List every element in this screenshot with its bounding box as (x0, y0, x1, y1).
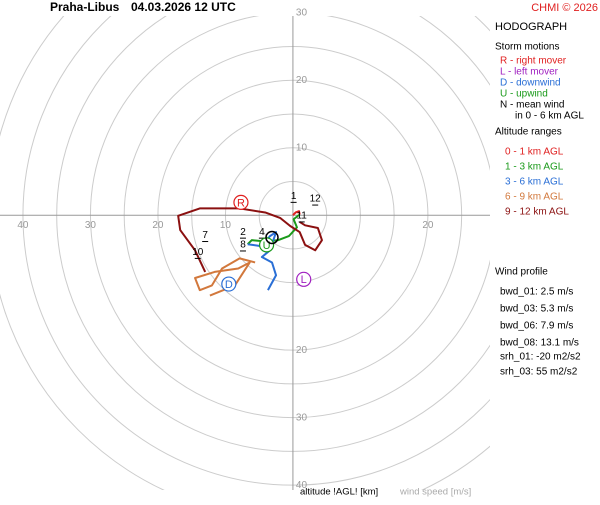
x-tick-label: 40 (17, 220, 29, 231)
wind-profile-title: Wind profile (495, 267, 548, 278)
legend-entry: 1 - 3 km AGL (505, 162, 564, 173)
height-label: 10 (192, 247, 204, 258)
mean-wind (265, 230, 279, 245)
storm-letter: U (263, 240, 271, 252)
height-label: 4 (259, 227, 265, 238)
x-axis-label: altitude !AGL! [km] (300, 487, 378, 498)
helicity: srh_03: 55 m2/s2 (500, 367, 578, 378)
altitude-title: Altitude ranges (495, 127, 562, 138)
y-tick-label: 40 (296, 480, 308, 491)
wind-profile: bwd_08: 13.1 m/s (500, 338, 579, 349)
height-label: 7 (202, 230, 208, 241)
storm-legend: D - downwind (500, 78, 561, 89)
copyright: CHMI © 2026 (531, 2, 598, 14)
storm-letter: R (237, 197, 245, 209)
trace (292, 210, 301, 216)
height-label: 12 (310, 194, 322, 205)
trace (177, 207, 323, 273)
panel-title: HODOGRAPH (495, 21, 567, 33)
storm-title: Storm motions (495, 42, 559, 53)
storm-legend: L - left mover (500, 67, 559, 78)
storm-legend: R - right mover (500, 56, 567, 67)
x-tick-label: 10 (220, 220, 232, 231)
x-tick-label: 20 (152, 220, 164, 231)
trace (246, 213, 301, 245)
storm-letter: D (225, 279, 233, 291)
wind-profile: bwd_01: 2.5 m/s (500, 287, 573, 298)
height-label: 8 (240, 240, 246, 251)
mean-wind-legend: in 0 - 6 km AGL (515, 111, 584, 122)
x-tick-label: 30 (85, 220, 97, 231)
y-tick-label: 10 (296, 142, 308, 153)
storm-motion (296, 271, 312, 287)
height-label: 2 (240, 227, 246, 238)
station: Praha-Libus (50, 0, 120, 14)
storm-motion (221, 276, 237, 292)
legend-entry: 9 - 12 km AGL (505, 207, 569, 218)
wind-profile: bwd_03: 5.3 m/s (500, 304, 573, 315)
wind-label: wind speed [m/s] (399, 487, 471, 498)
helicity: srh_01: -20 m2/s2 (500, 352, 581, 363)
trace (194, 257, 256, 297)
y-tick-label: 30 (296, 7, 308, 18)
y-tick-label: 30 (296, 412, 308, 423)
height-label: 11 (296, 211, 307, 222)
y-tick-label: 20 (296, 75, 308, 86)
x-tick-label: 20 (422, 220, 434, 231)
storm-motion (233, 194, 249, 210)
legend-entry: 0 - 1 km AGL (505, 147, 564, 158)
legend-entry: 3 - 6 km AGL (505, 177, 564, 188)
mean-wind-legend: N - mean wind (500, 100, 564, 111)
storm-legend: U - upwind (500, 89, 548, 100)
legend-entry: 6 - 9 km AGL (505, 192, 564, 203)
time: 04.03.2026 12 UTC (131, 0, 236, 14)
storm-letter: L (301, 274, 307, 286)
y-tick-label: 20 (296, 345, 308, 356)
height-label: 1 (291, 191, 297, 202)
wind-profile: bwd_06: 7.9 m/s (500, 321, 573, 332)
